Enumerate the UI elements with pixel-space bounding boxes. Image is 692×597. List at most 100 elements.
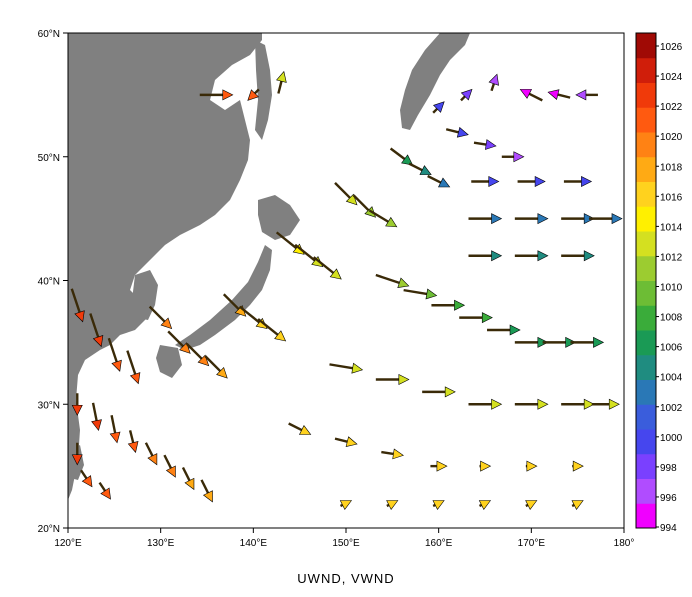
wind-vector	[375, 273, 410, 288]
wind-vector-head	[351, 362, 364, 374]
wind-vector	[148, 305, 173, 330]
wind-vector-shaft	[254, 88, 260, 95]
wind-vector-shaft	[339, 503, 344, 508]
wind-vector-shaft	[107, 337, 118, 363]
wind-vector	[334, 182, 358, 206]
wind-vector	[386, 500, 399, 511]
wind-vector-shaft	[432, 107, 438, 114]
wind-vector	[334, 436, 358, 447]
colorbar-label: 1004	[660, 373, 683, 384]
wind-vector-shaft	[277, 80, 283, 94]
wind-vector-shaft	[144, 442, 154, 457]
wind-vector	[501, 151, 525, 163]
y-tick-label: 50°N	[38, 153, 60, 164]
wind-vector-shaft	[408, 162, 423, 172]
asian-mainland	[68, 33, 262, 500]
wind-vector	[89, 313, 104, 348]
wind-vector	[473, 139, 497, 150]
wind-vector	[381, 448, 404, 460]
colorbar-label: 996	[660, 493, 677, 504]
wind-vector-shaft	[381, 450, 394, 456]
wind-vector-shaft	[490, 83, 495, 92]
wind-vector-head	[425, 288, 438, 300]
wind-vector-head	[480, 460, 492, 472]
wind-vector-head	[274, 330, 287, 342]
wind-vector	[375, 374, 410, 385]
colorbar-label: 1012	[660, 252, 683, 263]
colorbar: 994 996 998 1000 1002 1004 1006 1008 1010 1012 101…	[635, 32, 683, 534]
wind-vector-head	[111, 359, 122, 372]
colorbar-label: 998	[660, 463, 677, 474]
wind-vector	[339, 500, 353, 511]
wind-vector	[329, 362, 364, 374]
wind-vector	[547, 89, 571, 100]
wind-vector-head	[583, 250, 595, 262]
colorbar-segment	[636, 231, 656, 257]
wind-vector-head	[572, 460, 584, 472]
wind-vector	[199, 89, 234, 101]
colorbar-frame	[635, 32, 657, 529]
wind-vector-head	[71, 454, 83, 466]
colorbar-label: 1024	[660, 72, 683, 83]
wind-vector-head	[392, 448, 404, 460]
wind-vector-head	[222, 89, 234, 101]
wind-vector-shaft	[403, 288, 427, 296]
wind-vector	[389, 147, 414, 166]
colorbar-segment	[636, 82, 656, 108]
wind-vector-head	[491, 213, 503, 225]
wind-vector-shaft	[432, 503, 436, 508]
wind-vector-shaft	[126, 350, 137, 375]
wind-vector-head	[593, 336, 605, 348]
wind-vector-shaft	[352, 194, 370, 212]
x-tick-label: 160°E	[425, 538, 453, 549]
wind-vector	[163, 454, 176, 478]
wind-vector-shaft	[334, 437, 348, 443]
y-tick-label: 30°N	[38, 400, 60, 411]
colorbar-segment	[636, 354, 656, 380]
wind-vector	[514, 398, 549, 410]
wind-vector-shaft	[167, 330, 184, 348]
wind-vector-head	[460, 88, 473, 101]
colorbar-segment	[636, 206, 656, 232]
wind-vector	[257, 318, 287, 342]
wind-vector-head	[454, 299, 466, 311]
wind-vector-head	[519, 89, 532, 99]
colorbar-segment	[636, 478, 656, 504]
wind-vector-shaft	[386, 503, 390, 508]
wind-vector-shaft	[445, 128, 459, 134]
wind-vector	[431, 299, 466, 311]
wind-vector-shaft	[571, 503, 575, 508]
wind-vector-head	[247, 89, 259, 101]
wind-vector-shaft	[80, 469, 88, 480]
colorbar-label: 1020	[660, 132, 683, 143]
wind-vector	[563, 176, 593, 187]
wind-vector	[525, 500, 538, 511]
wind-vector	[572, 460, 584, 472]
wind-vector-shaft	[238, 305, 261, 324]
wind-vector	[561, 398, 595, 410]
wind-vector	[478, 500, 492, 511]
wind-vector-head	[81, 475, 93, 488]
wind-vector	[432, 500, 445, 511]
wind-vector-shaft	[185, 342, 203, 360]
wind-vector	[575, 89, 598, 101]
wind-vector-head	[74, 310, 85, 323]
wind-vector	[70, 288, 85, 323]
wind-vector-shaft	[181, 466, 191, 482]
wind-vector	[468, 213, 503, 225]
wind-vector	[430, 460, 448, 472]
wind-vector-head	[127, 441, 139, 454]
wind-vector-shaft	[70, 288, 81, 313]
colorbar-label: 1006	[660, 343, 683, 354]
colorbar-segment	[636, 181, 656, 207]
wind-vector-shaft	[294, 243, 316, 262]
colorbar-label: 1018	[660, 162, 683, 173]
colorbar-segment	[636, 107, 656, 133]
wind-vector-head	[202, 490, 213, 503]
wind-vector-shaft	[128, 430, 135, 443]
wind-vectors	[70, 70, 623, 511]
wind-vector-head	[488, 73, 499, 86]
wind-vector-shaft	[89, 313, 100, 338]
wind-vector-head	[547, 89, 560, 100]
